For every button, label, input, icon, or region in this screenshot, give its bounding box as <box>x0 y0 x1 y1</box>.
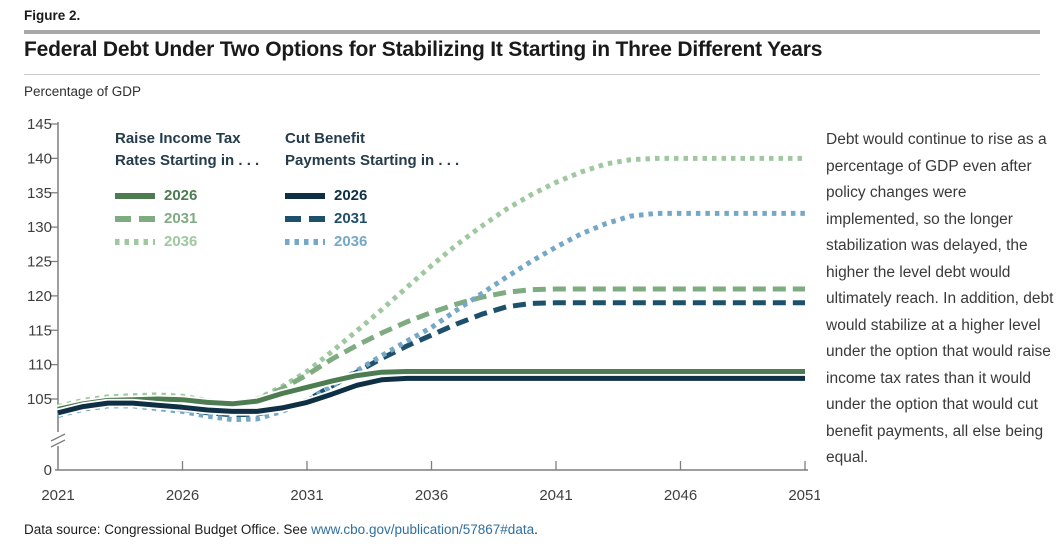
legend-raise-header-line1: Raise Income Tax <box>115 130 241 147</box>
x-axis-label: 2041 <box>539 487 572 504</box>
axis-break-mark <box>50 439 66 448</box>
legend-raise-header-line2: Rates Starting in . . . <box>115 152 260 169</box>
legend-item-cut-2026: 2026 <box>285 184 459 207</box>
legend-year-label: 2026 <box>164 187 198 204</box>
y-axis-label: 0 <box>44 462 52 479</box>
cbo-data-link[interactable]: www.cbo.gov/publication/57867#data <box>311 522 535 537</box>
page-title: Federal Debt Under Two Options for Stabi… <box>24 38 823 61</box>
legend-swatch <box>285 238 325 245</box>
x-axis-label: 2046 <box>664 487 697 504</box>
axis-break-mark <box>50 433 66 442</box>
figure-label: Figure 2. <box>24 8 81 23</box>
y-axis-label: 105 <box>27 391 52 408</box>
legend-swatch <box>285 192 325 199</box>
annotation-text: Debt would continue to rise as a percent… <box>826 131 1054 466</box>
legend-year-label: 2031 <box>164 210 198 227</box>
x-axis-label: 2026 <box>166 487 199 504</box>
y-axis-label: 120 <box>27 288 52 305</box>
series-line-raise-2031 <box>57 286 805 412</box>
chart-area: 0 105 110 115 120 125 130 135 140 145 2021 2026 2031… <box>0 108 820 520</box>
legend-item-raise-2036: 2036 <box>115 230 259 253</box>
divider-thick <box>24 30 1040 34</box>
legend-cut-header: Cut Benefit Payments Starting in . . . <box>285 128 459 172</box>
legend-item-raise-2026: 2026 <box>115 184 259 207</box>
data-source-suffix: . <box>534 522 538 537</box>
y-axis-label: 125 <box>27 254 52 271</box>
legend-item-raise-2031: 2031 <box>115 207 259 230</box>
legend-swatch <box>115 238 155 245</box>
x-axis-label: 2051 <box>788 487 820 504</box>
y-axis-label: 140 <box>27 150 52 167</box>
x-axis-label: 2021 <box>41 487 74 504</box>
legend-swatch <box>285 215 325 222</box>
legend-swatch <box>115 192 155 199</box>
y-axis-label: 130 <box>27 219 52 236</box>
legend-year-label: 2036 <box>334 233 368 250</box>
legend-raise-header: Raise Income Tax Rates Starting in . . . <box>115 128 259 172</box>
legend-swatch <box>115 215 155 222</box>
data-source-note: Data source: Congressional Budget Office… <box>24 522 538 537</box>
legend-item-cut-2036: 2036 <box>285 230 459 253</box>
data-source-prefix: Data source: Congressional Budget Office… <box>24 522 312 537</box>
legend-year-label: 2031 <box>334 210 368 227</box>
divider-thin <box>24 74 1040 75</box>
legend-cut-column: Cut Benefit Payments Starting in . . . 20… <box>285 128 459 253</box>
y-axis-units-label: Percentage of GDP <box>24 84 142 99</box>
series-line-cut-2026 <box>57 375 805 416</box>
legend-year-label: 2036 <box>164 233 198 250</box>
line-chart: 0 105 110 115 120 125 130 135 140 145 2021 2026 2031… <box>27 116 820 504</box>
y-axis-label: 110 <box>28 357 52 374</box>
legend-cut-header-line2: Payments Starting in . . . <box>285 152 460 169</box>
legend-raise-rows: 2026 2031 2036 <box>115 184 259 253</box>
y-axis-label: 135 <box>27 185 52 202</box>
legend-item-cut-2031: 2031 <box>285 207 459 230</box>
x-axis-label: 2036 <box>415 487 448 504</box>
y-axis-label: 145 <box>27 116 52 133</box>
legend-cut-rows: 2026 2031 2036 <box>285 184 459 253</box>
series-line-raise-2026 <box>57 369 805 412</box>
legend-year-label: 2026 <box>334 187 368 204</box>
y-axis-label: 115 <box>28 322 52 339</box>
legend-raise-column: Raise Income Tax Rates Starting in . . . … <box>115 128 259 253</box>
x-axis-label: 2031 <box>290 487 323 504</box>
legend-cut-header-line1: Cut Benefit <box>285 130 365 147</box>
